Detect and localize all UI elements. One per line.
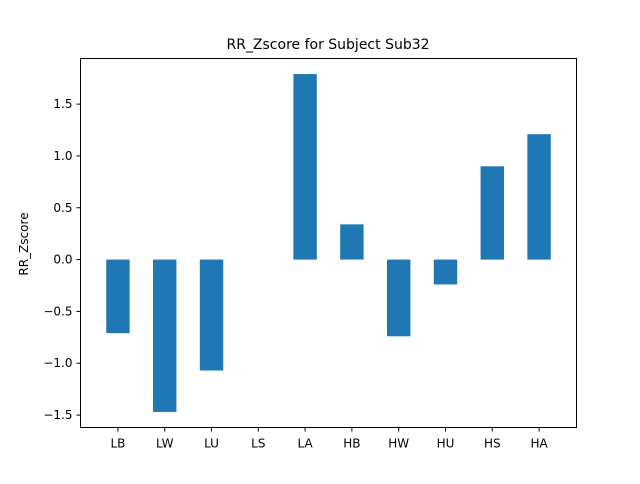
x-tick-label-hs: HS [484, 437, 501, 451]
y-tick-label: 1.0 [53, 149, 72, 163]
bar-la [293, 74, 317, 260]
y-tick-label: 0.0 [53, 253, 72, 267]
ticks-group: LB LW LU LS LA HB HW HU HS HA 1.5 1.0 0.5 0.0 −0.5 −1.0… [43, 97, 548, 450]
x-tick-label-ls: LS [251, 437, 265, 451]
bar-hw [386, 259, 411, 337]
x-tick-label-hw: HW [388, 437, 409, 451]
x-tick-label-lb: LB [110, 437, 125, 451]
x-tick-label-ha: HA [530, 437, 548, 451]
bar-lb [106, 259, 130, 334]
plot-frame [80, 58, 577, 428]
bar-hb [340, 224, 364, 260]
bar-ha [527, 134, 551, 260]
y-tick-label: 0.5 [53, 201, 72, 215]
y-tick-label: −0.5 [43, 304, 72, 318]
x-tick-label-hb: HB [343, 437, 360, 451]
bar-lu [199, 259, 224, 371]
y-tick-label: −1.0 [43, 356, 72, 370]
x-tick-label-hu: HU [437, 437, 455, 451]
bars-group [106, 74, 551, 412]
x-tick-label-lw: LW [156, 437, 174, 451]
y-tick-label: −1.5 [43, 408, 72, 422]
bar-lw [153, 259, 177, 412]
x-tick-label-lu: LU [204, 437, 219, 451]
chart-title: RR_Zscore for Subject Sub32 [226, 37, 429, 53]
bar-hu [433, 259, 458, 285]
y-tick-label: 1.5 [53, 97, 72, 111]
bar-hs [480, 166, 504, 260]
x-tick-label-la: LA [298, 437, 314, 451]
y-axis-label: RR_Zscore [17, 212, 31, 275]
